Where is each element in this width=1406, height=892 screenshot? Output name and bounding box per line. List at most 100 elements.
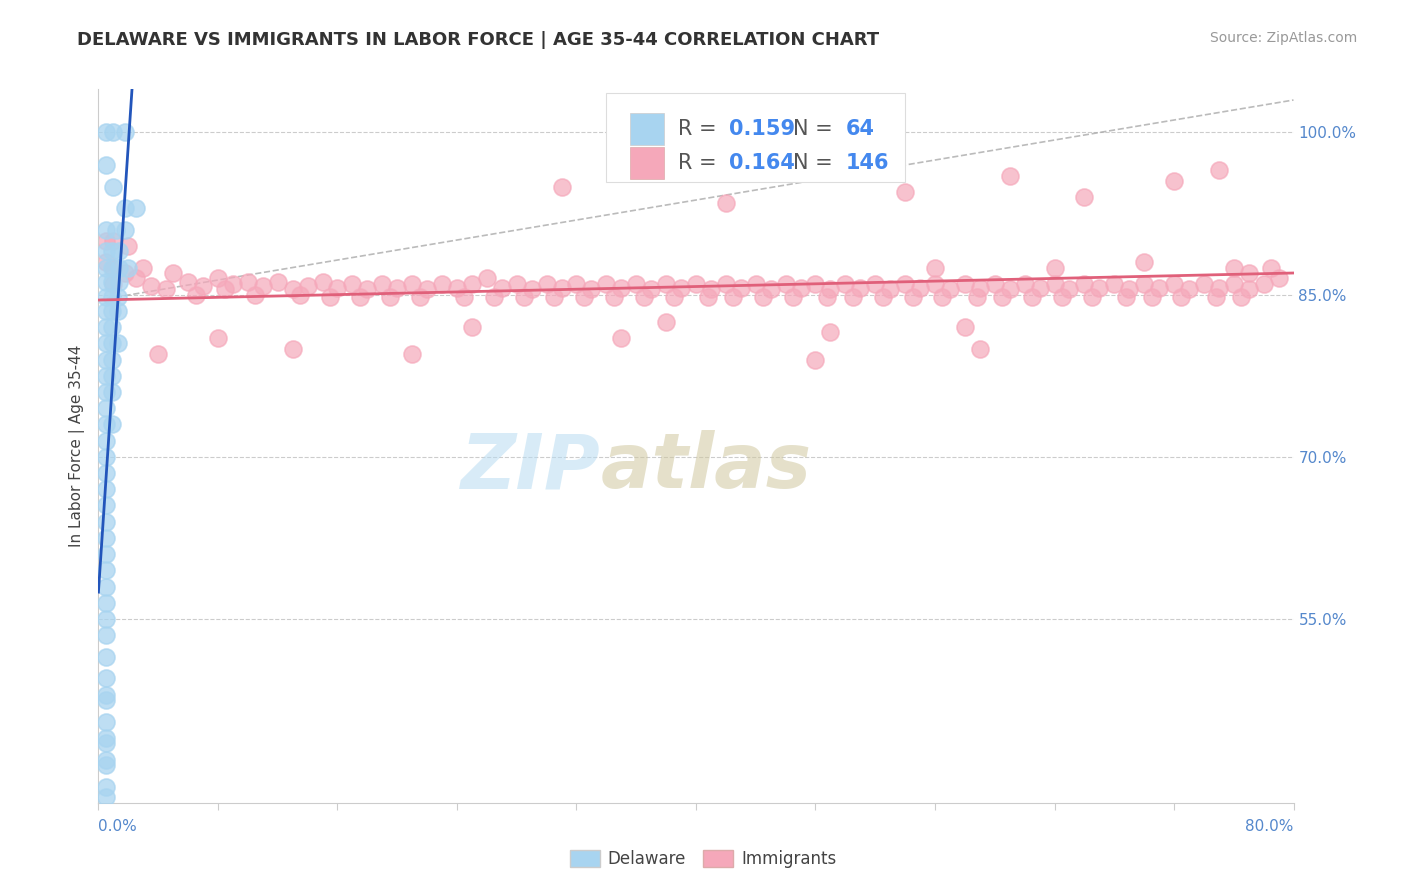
Point	[103, 277, 125, 291]
Point	[107, 303, 129, 318]
Point	[655, 277, 678, 291]
Point	[1267, 271, 1289, 285]
Point	[1208, 163, 1230, 178]
Point	[520, 282, 543, 296]
Point	[319, 290, 342, 304]
Point	[94, 596, 117, 610]
Point	[723, 290, 745, 304]
Point	[401, 277, 423, 291]
Point	[1133, 277, 1156, 291]
Text: DELAWARE VS IMMIGRANTS IN LABOR FORCE | AGE 35-44 CORRELATION CHART: DELAWARE VS IMMIGRANTS IN LABOR FORCE | …	[77, 31, 880, 49]
Point	[114, 125, 136, 139]
Point	[685, 277, 707, 291]
Point	[117, 239, 139, 253]
Point	[789, 281, 811, 295]
Point	[901, 290, 924, 304]
Point	[924, 260, 946, 275]
Text: R =: R =	[678, 119, 723, 139]
Point	[101, 275, 124, 289]
Point	[94, 352, 117, 367]
Point	[1192, 277, 1215, 291]
Point	[94, 255, 117, 269]
Text: N =: N =	[793, 119, 839, 139]
Point	[94, 417, 117, 432]
Point	[356, 282, 378, 296]
Point	[214, 282, 236, 296]
Point	[408, 290, 430, 304]
Point	[924, 277, 946, 291]
Text: 0.159: 0.159	[730, 119, 796, 139]
Point	[94, 736, 117, 750]
Point	[94, 320, 117, 334]
Point	[865, 277, 887, 291]
Point	[595, 277, 617, 291]
Point	[94, 628, 117, 642]
Point	[94, 434, 117, 448]
Point	[700, 282, 723, 296]
Point	[1115, 290, 1137, 304]
Point	[603, 290, 626, 304]
Point	[430, 277, 453, 291]
Point	[461, 277, 484, 291]
Point	[148, 347, 170, 361]
Point	[1223, 260, 1246, 275]
Point	[834, 277, 856, 291]
Point	[101, 303, 124, 318]
Point	[461, 320, 484, 334]
Point	[1118, 282, 1140, 296]
Point	[94, 450, 117, 464]
Point	[669, 281, 692, 295]
Point	[94, 780, 117, 794]
Point	[513, 290, 536, 304]
Point	[1104, 277, 1126, 291]
Point	[94, 303, 117, 318]
Point	[572, 290, 595, 304]
Point	[94, 531, 117, 545]
Point	[804, 352, 827, 367]
Y-axis label: In Labor Force | Age 35-44: In Labor Force | Age 35-44	[69, 345, 84, 547]
Point	[416, 282, 439, 296]
Point	[1260, 260, 1282, 275]
Point	[155, 282, 177, 296]
Point	[94, 260, 117, 275]
Bar	[630, 146, 664, 178]
Point	[872, 290, 894, 304]
Point	[1073, 277, 1095, 291]
Point	[371, 277, 394, 291]
Point	[991, 290, 1014, 304]
Point	[1059, 282, 1081, 296]
Point	[610, 331, 633, 345]
Point	[94, 158, 117, 172]
Point	[849, 281, 872, 295]
Point	[730, 281, 752, 295]
Point	[103, 179, 125, 194]
Point	[1147, 281, 1170, 295]
Point	[114, 201, 136, 215]
Point	[752, 290, 775, 304]
Point	[236, 275, 259, 289]
Point	[939, 282, 962, 296]
Text: Source: ZipAtlas.com: Source: ZipAtlas.com	[1209, 31, 1357, 45]
Point	[475, 271, 498, 285]
Point	[842, 290, 865, 304]
Point	[1178, 282, 1201, 296]
Point	[101, 290, 124, 304]
Bar	[630, 112, 664, 145]
Point	[101, 384, 124, 399]
Point	[94, 693, 117, 707]
Point	[132, 260, 155, 275]
Point	[1237, 266, 1260, 280]
Point	[453, 290, 475, 304]
Point	[222, 277, 245, 291]
Text: ZIP: ZIP	[461, 431, 600, 504]
Legend: Delaware, Immigrants: Delaware, Immigrants	[562, 843, 844, 875]
Point	[610, 281, 633, 295]
Point	[94, 466, 117, 480]
Point	[1028, 281, 1050, 295]
Point	[107, 290, 129, 304]
Point	[1088, 281, 1111, 295]
Point	[94, 244, 117, 259]
Text: 0.164: 0.164	[730, 153, 796, 173]
Point	[633, 290, 655, 304]
Point	[1170, 290, 1192, 304]
